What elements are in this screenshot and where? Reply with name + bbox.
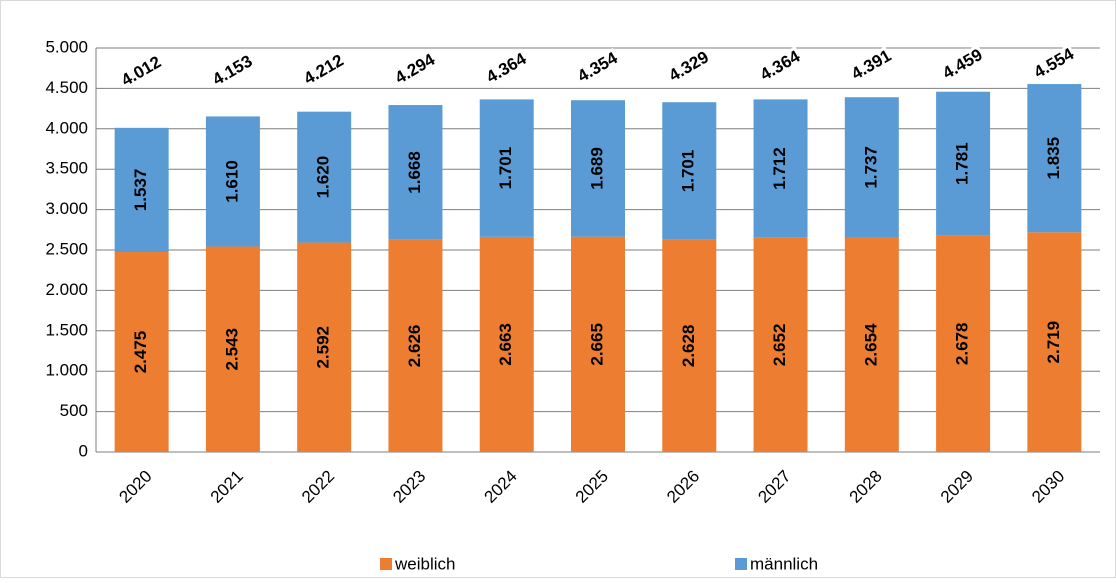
- bar-value-label: 1.781: [953, 142, 972, 185]
- bar-value-label: 2.628: [679, 325, 698, 368]
- bar-segment: [205, 246, 260, 452]
- bar-value-label: 2.663: [496, 323, 515, 366]
- bar-segment: [844, 97, 899, 238]
- bar-value-label: 1.701: [496, 147, 515, 190]
- bar-value-label: 1.835: [1044, 137, 1063, 180]
- legend-swatch: [380, 558, 392, 570]
- bar-segment: [297, 242, 352, 452]
- y-tick-label: 0: [79, 441, 88, 460]
- y-tick-label: 3.500: [45, 159, 88, 178]
- bar-segment: [205, 116, 260, 247]
- bar-segment: [753, 99, 808, 238]
- y-tick-label: 1.000: [45, 361, 88, 380]
- bar-segment: [936, 91, 991, 236]
- y-tick-label: 1.500: [45, 320, 88, 339]
- bar-segment: [844, 237, 899, 452]
- y-tick-label: 500: [60, 401, 88, 420]
- bar-value-label: 2.665: [587, 323, 606, 366]
- bar-value-label: 1.701: [679, 150, 698, 193]
- bar-value-label: 2.654: [861, 323, 880, 366]
- bar-segment: [936, 235, 991, 452]
- bar-value-label: 2.543: [222, 328, 241, 371]
- legend-label: männlich: [750, 554, 818, 573]
- bar-segment: [662, 239, 717, 452]
- bar-value-label: 1.689: [587, 147, 606, 190]
- bar-segment: [114, 252, 169, 452]
- bar-segment: [297, 111, 352, 243]
- bar-value-label: 1.620: [314, 156, 333, 199]
- bar-value-label: 1.712: [770, 147, 789, 190]
- bar-value-label: 1.737: [861, 146, 880, 189]
- bar-segment: [662, 102, 717, 240]
- bar-value-label: 2.475: [131, 331, 150, 374]
- legend-swatch: [735, 558, 747, 570]
- bar-segment: [1027, 84, 1082, 233]
- bar-value-label: 2.652: [770, 324, 789, 367]
- bar-segment: [479, 99, 534, 237]
- bar-segment: [571, 236, 625, 452]
- bar-value-label: 2.592: [314, 326, 333, 369]
- bar-segment: [388, 239, 443, 452]
- bar-segment: [571, 100, 625, 237]
- y-tick-label: 2.500: [45, 239, 88, 258]
- bar-segment: [114, 127, 169, 253]
- bar-value-label: 1.610: [222, 160, 241, 203]
- bar-value-label: 2.719: [1044, 321, 1063, 364]
- bar-segment: [753, 237, 808, 452]
- bar-segment: [388, 105, 443, 240]
- bar-value-label: 2.626: [405, 325, 424, 368]
- y-tick-label: 3.000: [45, 199, 88, 218]
- bar-value-label: 1.668: [405, 151, 424, 194]
- y-tick-label: 4.500: [45, 78, 88, 97]
- y-tick-label: 2.000: [45, 280, 88, 299]
- bar-segment: [1027, 232, 1082, 452]
- bar-value-label: 2.678: [953, 323, 972, 366]
- legend-label: weiblich: [394, 554, 455, 573]
- bar-segment: [479, 236, 534, 452]
- y-tick-label: 4.000: [45, 118, 88, 137]
- y-tick-label: 5.000: [45, 37, 88, 56]
- bar-value-label: 1.537: [131, 169, 150, 212]
